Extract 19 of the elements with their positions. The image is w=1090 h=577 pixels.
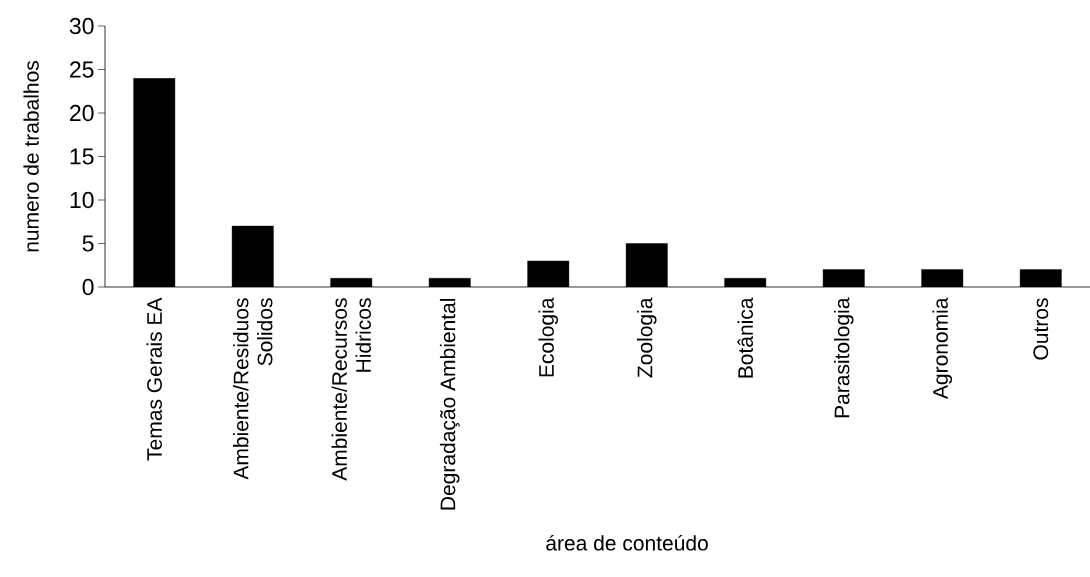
x-tick-label: Temas Gerais EA xyxy=(146,297,162,461)
x-tick-label: Botânica xyxy=(737,297,753,378)
x-tick-label: Ecologia xyxy=(538,297,559,377)
y-tick-label: 10 xyxy=(70,191,94,209)
x-tick-label: Outros xyxy=(1033,298,1049,360)
x-tick-label: Ambiente/Residuos Solidos xyxy=(233,298,273,480)
x-tick-label: Degradação Ambiental xyxy=(439,298,460,510)
y-tick-label: 5 xyxy=(82,235,94,252)
x-axis-title: área de conteúdo xyxy=(546,534,708,551)
x-tick-label: Ambiente/Recursos Hidricos xyxy=(331,298,371,481)
y-tick-label: 25 xyxy=(70,61,94,78)
y-tick-label: 0 xyxy=(82,278,94,296)
y-tick-label: 15 xyxy=(70,148,94,165)
x-tick-label: Agronomia xyxy=(932,297,953,400)
x-tick-label: Zoologia xyxy=(636,297,657,378)
y-tick-label: 20 xyxy=(70,104,94,122)
x-tick-label: Parasitologia xyxy=(833,297,854,418)
y-axis-title: numero de trabalhos xyxy=(23,61,39,252)
y-tick-label: 30 xyxy=(69,17,94,35)
